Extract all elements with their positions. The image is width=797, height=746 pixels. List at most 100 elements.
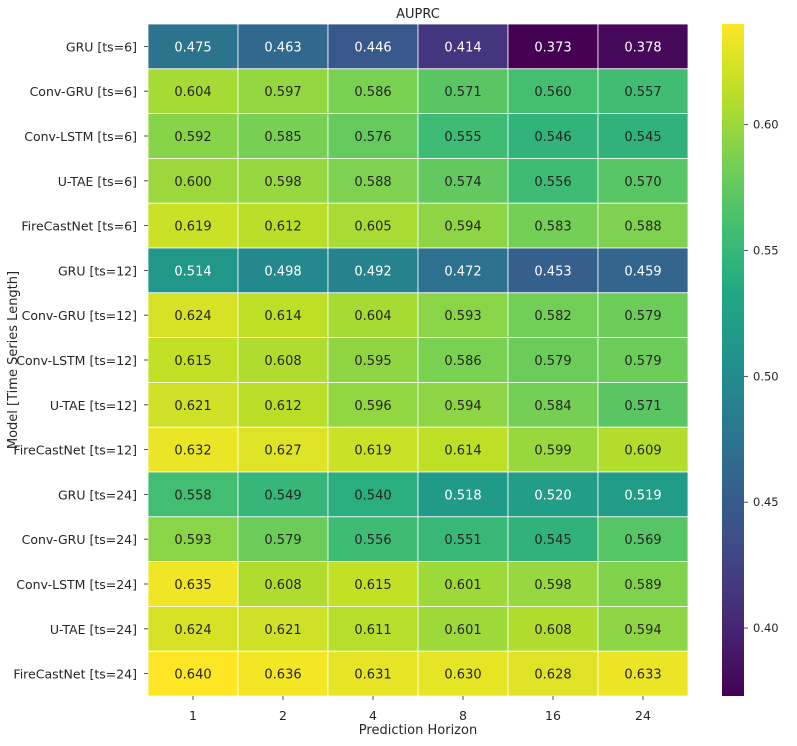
cell-value-label: 0.514: [174, 264, 211, 279]
cell-value-label: 0.594: [444, 399, 481, 414]
heatmap-cell: [417, 157, 509, 204]
cell-value-label: 0.640: [174, 668, 211, 683]
heatmap-cell: [147, 516, 239, 562]
heatmap-cell: [507, 650, 599, 697]
cell-value-label: 0.597: [264, 85, 301, 100]
cell-value-label: 0.611: [354, 623, 391, 638]
heatmap-cell: [597, 381, 689, 428]
cell-value-label: 0.614: [444, 444, 481, 459]
y-tick-label: U-TAE [ts=6]: [58, 174, 137, 189]
heatmap-cell: [237, 561, 329, 607]
cell-value-label: 0.631: [354, 668, 391, 683]
cell-value-label: 0.621: [174, 399, 211, 414]
cell-value-label: 0.546: [534, 130, 571, 145]
heatmap-cell: [147, 606, 239, 652]
cell-value-label: 0.472: [444, 264, 481, 279]
cell-value-label: 0.609: [624, 444, 661, 459]
cell-value-label: 0.621: [264, 623, 301, 638]
cell-value-label: 0.378: [624, 40, 661, 55]
heatmap-cell: [327, 337, 419, 383]
heatmap-cell: [417, 337, 509, 383]
cell-value-label: 0.608: [264, 578, 301, 593]
cell-value-label: 0.595: [354, 354, 391, 369]
cell-value-label: 0.558: [174, 488, 211, 503]
cell-value-label: 0.601: [444, 623, 481, 638]
cell-value-label: 0.612: [264, 399, 301, 414]
cell-value-label: 0.570: [624, 175, 661, 190]
heatmap-cell: [237, 23, 329, 70]
heatmap-cell: [327, 157, 419, 204]
cell-value-label: 0.520: [534, 488, 571, 503]
y-tick-label: GRU [ts=12]: [58, 263, 137, 278]
heatmap-cell: [237, 157, 329, 204]
cell-value-label: 0.586: [354, 85, 391, 100]
colorbar: [722, 24, 744, 696]
cell-value-label: 0.582: [534, 309, 571, 324]
x-tick-label: 2: [279, 708, 287, 723]
heatmap-cell: [147, 157, 239, 204]
chart-title: AUPRC: [396, 7, 440, 22]
heatmap-cell: [597, 113, 689, 159]
cell-value-label: 0.584: [534, 399, 571, 414]
cell-value-label: 0.633: [624, 668, 661, 683]
heatmap-cells: [147, 23, 689, 697]
cell-value-label: 0.549: [264, 488, 301, 503]
y-tick-label: FireCastNet [ts=24]: [13, 667, 137, 682]
heatmap-cell: [147, 471, 239, 518]
heatmap-cell: [147, 561, 239, 607]
heatmap-cell: [327, 561, 419, 607]
cell-value-label: 0.588: [624, 220, 661, 235]
heatmap-cell: [417, 113, 509, 159]
cell-value-label: 0.518: [444, 488, 481, 503]
cell-value-label: 0.636: [264, 668, 301, 683]
cell-value-label: 0.585: [264, 130, 301, 145]
cell-value-label: 0.571: [624, 399, 661, 414]
heatmap-cell: [597, 516, 689, 562]
cell-value-label: 0.589: [624, 578, 661, 593]
heatmap-cell: [237, 516, 329, 562]
heatmap-cell: [417, 202, 509, 249]
cell-value-label: 0.598: [264, 175, 301, 190]
cell-value-label: 0.569: [624, 533, 661, 548]
heatmap-cell: [507, 157, 599, 204]
heatmap-cell: [417, 292, 509, 338]
cell-value-label: 0.624: [174, 309, 211, 324]
y-tick-label: Conv-GRU [ts=24]: [22, 532, 137, 547]
heatmap-cell: [327, 202, 419, 249]
heatmap-cell: [507, 23, 599, 70]
heatmap-cell: [327, 381, 419, 428]
y-tick-label: Conv-LSTM [ts=24]: [16, 577, 137, 592]
heatmap-cell: [327, 516, 419, 562]
cell-value-label: 0.624: [174, 623, 211, 638]
heatmap-cell: [597, 337, 689, 383]
cell-value-label: 0.596: [354, 399, 391, 414]
heatmap-cell: [417, 23, 509, 70]
cell-value-label: 0.619: [174, 220, 211, 235]
cell-value-label: 0.453: [534, 264, 571, 279]
heatmap-cell: [507, 337, 599, 383]
cell-value-label: 0.628: [534, 668, 571, 683]
cell-value-label: 0.540: [354, 488, 391, 503]
cell-value-label: 0.604: [354, 309, 391, 324]
cell-value-label: 0.593: [444, 309, 481, 324]
cell-value-label: 0.600: [174, 175, 211, 190]
cell-value-label: 0.627: [264, 444, 301, 459]
heatmap-cell: [417, 471, 509, 518]
y-axis-label: Model [Time Series Length]: [6, 271, 21, 449]
cell-value-label: 0.608: [264, 354, 301, 369]
heatmap-cell: [147, 426, 239, 473]
cell-value-labels: 0.475 0.463 0.446 0.414 0.373 0.378 0.604 0.597…: [174, 40, 661, 682]
heatmap-cell: [417, 516, 509, 562]
cell-value-label: 0.632: [174, 444, 211, 459]
cell-value-label: 0.592: [174, 130, 211, 145]
heatmap-cell: [507, 113, 599, 159]
cell-value-label: 0.579: [534, 354, 571, 369]
colorbar-tick-label: 0.55: [753, 244, 779, 258]
x-tick-label: 1: [189, 708, 197, 723]
x-tick-labels: 1 2 4 8 16 24: [189, 696, 651, 723]
x-tick-label: 8: [459, 708, 467, 723]
heatmap-cell: [597, 68, 689, 115]
heatmap-cell: [597, 202, 689, 249]
heatmap-cell: [597, 157, 689, 204]
